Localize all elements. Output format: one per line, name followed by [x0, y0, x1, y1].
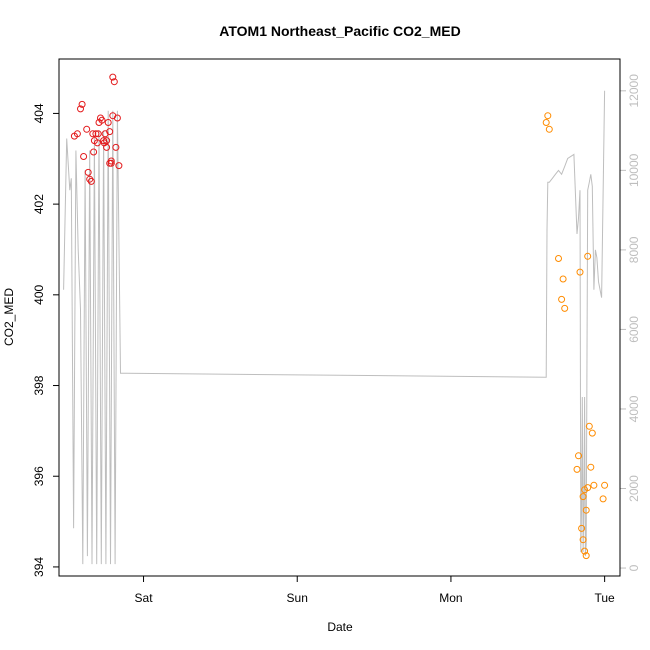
y2-tick-label: 4000 [627, 395, 641, 422]
data-point [113, 114, 121, 122]
data-point [542, 119, 550, 126]
x-tick-label: Sun [287, 591, 308, 605]
x-tick-label: Sat [135, 591, 154, 605]
data-point [559, 275, 567, 283]
data-point [585, 422, 593, 430]
data-point [555, 255, 562, 262]
data-point [103, 137, 111, 145]
background-line-layer [63, 90, 606, 565]
data-point [104, 119, 112, 126]
y-tick-label: 398 [32, 375, 46, 395]
data-point [78, 100, 86, 108]
data-point [84, 168, 92, 176]
data-point [106, 128, 114, 136]
x-tick-label: Tue [595, 591, 616, 605]
data-point [573, 465, 581, 473]
y2-tick-label: 12000 [627, 74, 641, 108]
axes-layer: 394 396 398 400 402 404 0 2000 4000 6000 8000 10000… [32, 74, 641, 605]
y2-tick-label: 2000 [627, 475, 641, 502]
data-point [83, 125, 91, 133]
data-point [98, 116, 106, 124]
background-series-line [63, 90, 606, 565]
y-tick-label: 400 [32, 284, 46, 304]
data-point [115, 162, 123, 170]
data-point [601, 481, 609, 489]
chart-title: ATOM1 Northeast_Pacific CO2_MED [219, 23, 460, 39]
x-tick-label: Mon [439, 591, 462, 605]
x-axis-label: Date [327, 620, 353, 634]
y-tick-label: 394 [32, 557, 46, 577]
data-point [112, 143, 120, 151]
y-tick-label: 402 [32, 194, 46, 214]
data-point [584, 484, 592, 492]
data-point [581, 547, 589, 555]
plot-frame [58, 58, 621, 577]
data-point [579, 536, 587, 544]
data-point [89, 130, 97, 138]
data-point [109, 73, 117, 81]
data-point [103, 143, 111, 151]
data-point [587, 463, 595, 471]
data-point [107, 159, 115, 167]
points-layer [70, 73, 609, 560]
data-point [582, 552, 590, 560]
data-point [544, 112, 552, 120]
data-point [73, 130, 81, 138]
data-point [590, 481, 598, 489]
y-tick-label: 404 [32, 103, 46, 123]
data-point [561, 304, 569, 312]
y-tick-label: 396 [32, 466, 46, 486]
y-axis-label: CO2_MED [2, 288, 16, 346]
data-point [578, 524, 586, 532]
data-point [94, 130, 102, 138]
data-point [92, 130, 100, 138]
data-point [599, 495, 607, 503]
data-point [588, 429, 596, 437]
data-point [575, 452, 582, 460]
data-point [107, 157, 115, 165]
data-point [110, 78, 118, 86]
data-point [579, 493, 587, 501]
data-point [576, 268, 584, 276]
data-point [86, 175, 94, 183]
y2-tick-label: 6000 [627, 316, 641, 343]
y2-tick-label: 10000 [627, 153, 641, 187]
y2-tick-label: 8000 [627, 236, 641, 263]
data-point [87, 177, 95, 185]
data-point [90, 148, 98, 156]
data-point [77, 105, 84, 113]
data-point [93, 139, 101, 147]
data-point [80, 153, 88, 160]
data-point [584, 252, 592, 260]
data-point [558, 295, 566, 303]
data-point [545, 125, 553, 133]
data-point [582, 506, 590, 514]
y2-tick-label: 0 [627, 564, 641, 571]
